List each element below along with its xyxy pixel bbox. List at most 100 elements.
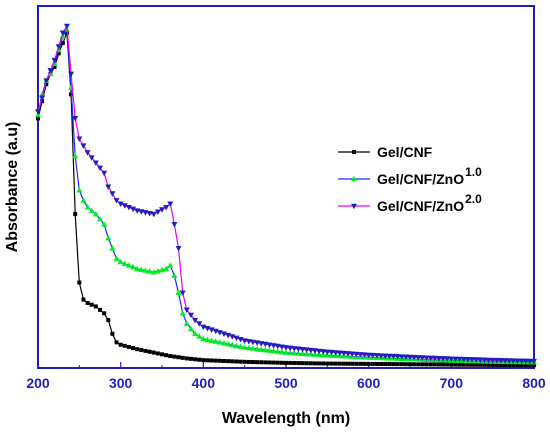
data-point	[369, 352, 376, 359]
data-point	[497, 358, 504, 364]
x-tick-label: 800	[522, 375, 546, 391]
data-point	[175, 289, 182, 296]
data-point	[408, 362, 412, 367]
data-point	[180, 355, 185, 360]
data-point	[143, 348, 148, 353]
data-point	[56, 51, 61, 56]
data-point	[254, 345, 261, 352]
data-point	[295, 350, 302, 356]
data-point	[40, 99, 45, 104]
legend-item: Gel/CNF/ZnO 1.0	[338, 165, 482, 187]
data-point	[171, 222, 178, 228]
data-point	[117, 258, 124, 265]
data-point	[184, 356, 189, 361]
data-point	[490, 362, 495, 367]
data-point	[125, 204, 132, 211]
data-point	[88, 155, 95, 161]
data-point	[531, 358, 537, 365]
data-point	[470, 362, 474, 367]
legend-label: Gel/CNF	[377, 144, 433, 160]
data-point	[164, 353, 169, 358]
data-point	[270, 347, 277, 354]
data-point	[192, 330, 199, 337]
data-point	[254, 340, 261, 346]
data-point	[266, 347, 273, 353]
data-point	[506, 358, 513, 364]
y-axis-label: Absorbance (a.u)	[4, 122, 21, 253]
data-point	[407, 354, 413, 361]
data-point	[85, 301, 90, 306]
data-point	[230, 359, 235, 364]
data-point	[102, 311, 107, 316]
data-point	[167, 262, 174, 268]
data-point	[97, 216, 103, 222]
data-point	[354, 361, 359, 366]
data-point	[300, 361, 305, 366]
data-point	[121, 203, 128, 209]
data-point	[43, 78, 50, 84]
data-point	[494, 362, 499, 367]
data-point	[321, 361, 326, 366]
data-point	[92, 210, 99, 217]
data-point	[441, 362, 446, 367]
data-point	[187, 325, 194, 331]
data-point	[522, 358, 529, 365]
data-point	[237, 343, 244, 349]
data-point	[316, 351, 323, 358]
data-point	[77, 280, 82, 285]
data-point	[288, 360, 293, 365]
data-point	[117, 201, 124, 208]
data-point	[304, 361, 309, 366]
data-point	[250, 360, 255, 365]
data-point	[440, 356, 447, 362]
data-point	[311, 351, 318, 357]
data-point	[147, 349, 152, 354]
data-point	[379, 361, 384, 366]
data-point	[196, 321, 203, 327]
x-tick-label: 700	[440, 375, 464, 391]
data-point	[241, 344, 248, 350]
data-point	[350, 361, 355, 366]
data-point	[84, 204, 91, 210]
data-point	[311, 348, 318, 354]
data-point	[68, 84, 75, 90]
data-point	[222, 358, 226, 363]
x-axis-label: Wavelength (nm)	[222, 410, 350, 427]
data-point	[412, 362, 417, 367]
legend-superscript: 1.0	[465, 165, 482, 179]
data-point	[374, 361, 379, 366]
data-point	[76, 136, 83, 143]
data-point	[172, 354, 177, 359]
data-point	[98, 307, 102, 312]
data-point	[114, 340, 119, 345]
x-tick-label: 200	[26, 375, 50, 391]
data-point	[151, 350, 156, 355]
legend-item: Gel/CNF/ZnO 2.0	[338, 192, 482, 214]
legend-superscript: 2.0	[465, 192, 482, 206]
series-layer	[35, 23, 537, 368]
data-point	[419, 355, 426, 361]
data-point	[398, 354, 405, 360]
data-point	[523, 363, 528, 368]
data-point	[340, 350, 347, 357]
data-point	[390, 353, 397, 360]
data-point	[333, 361, 338, 366]
data-point	[263, 360, 268, 365]
data-point	[477, 357, 484, 363]
data-point	[378, 353, 385, 359]
data-point	[518, 358, 525, 365]
x-axis: 200 300 400 500 600 700 800	[26, 362, 546, 391]
data-point	[416, 362, 421, 367]
data-point	[278, 348, 285, 355]
data-point	[303, 350, 310, 357]
data-point	[308, 361, 313, 366]
series-2	[35, 26, 537, 365]
data-point	[262, 346, 269, 353]
data-point	[163, 265, 170, 272]
data-point	[320, 349, 327, 355]
data-point	[122, 343, 127, 348]
x-tick-label: 300	[109, 375, 133, 391]
data-point	[345, 351, 351, 357]
